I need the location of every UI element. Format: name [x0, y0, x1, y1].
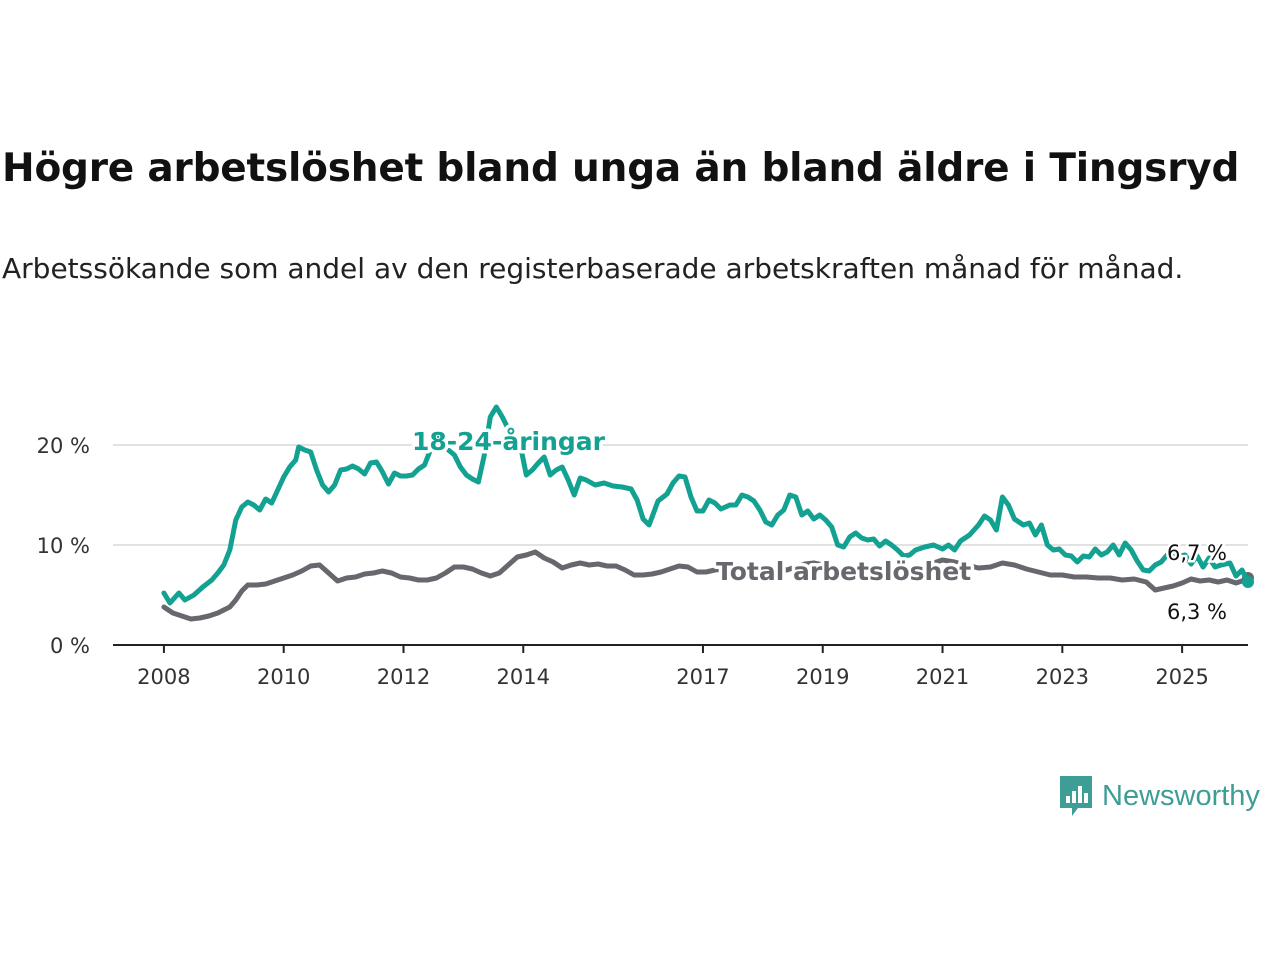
- line-chart: 0 % 10 % 20 % 2008 2010 2012 2014 2017 2019 2021…: [37, 404, 1254, 689]
- newsworthy-logo-text: Newsworthy: [1102, 779, 1260, 812]
- x-tick-label: 2008: [137, 665, 190, 689]
- y-tick-label: 10 %: [37, 534, 90, 558]
- gridlines: [113, 444, 1248, 546]
- series-label-total: Total arbetslöshet: [716, 557, 971, 586]
- series-line: [161, 404, 1251, 606]
- y-tick-label: 0 %: [50, 634, 90, 658]
- x-tick-label: 2019: [796, 665, 849, 689]
- y-tick-label: 20 %: [37, 434, 90, 458]
- series-end-dot: [1242, 576, 1254, 588]
- end-label-total: 6,7 %: [1167, 541, 1227, 565]
- x-tick-label: 2021: [916, 665, 969, 689]
- x-tick-label: 2017: [676, 665, 729, 689]
- x-tick-label: 2023: [1036, 665, 1089, 689]
- x-tick-label: 2014: [497, 665, 550, 689]
- x-axis: 2008 2010 2012 2014 2017 2019 2021 2023 2025: [113, 644, 1248, 689]
- series-lines: [161, 404, 1254, 622]
- chart-subtitle: Arbetssökande som andel av den registerb…: [2, 252, 1184, 285]
- newsworthy-logo-icon: [1060, 776, 1092, 816]
- x-tick-label: 2010: [257, 665, 310, 689]
- end-label-youth: 6,3 %: [1167, 600, 1227, 624]
- x-tick-label: 2012: [377, 665, 430, 689]
- x-tick-label: 2025: [1155, 665, 1208, 689]
- y-axis: 0 % 10 % 20 %: [37, 434, 90, 658]
- series-label-youth: 18-24-åringar: [412, 427, 606, 456]
- series-line: [161, 549, 1251, 622]
- series-labels: 18-24-åringar Total arbetslöshet 6,7 % 6,3 …: [409, 424, 1230, 627]
- chart-title: Högre arbetslöshet bland unga än bland ä…: [2, 146, 1240, 191]
- newsworthy-logo: Newsworthy: [1058, 774, 1260, 818]
